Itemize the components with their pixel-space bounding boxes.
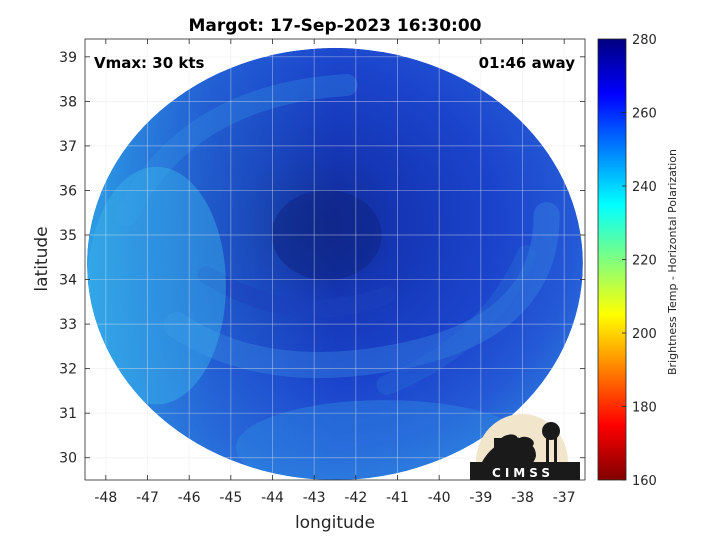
y-tick-label: 35 xyxy=(59,228,77,244)
x-tick-label: -40 xyxy=(428,490,451,506)
colorbar-ticks: 160 180 200 220 240 260 280 xyxy=(622,33,657,489)
y-tick-label: 38 xyxy=(59,94,77,110)
logo-text: CIMSS xyxy=(492,466,554,480)
colorbar-tick-label: 280 xyxy=(632,33,657,48)
chart-title: Margot: 17-Sep-2023 16:30:00 xyxy=(189,16,482,36)
grid-lines xyxy=(85,39,585,480)
axes-box xyxy=(84,38,586,481)
rain-band xyxy=(115,74,358,226)
x-tick-label: -41 xyxy=(386,490,409,506)
time-away-annotation: 01:46 away xyxy=(479,54,576,72)
y-tick-label: 36 xyxy=(59,183,77,199)
x-axis-label: longitude xyxy=(295,513,375,533)
x-tick-label: -38 xyxy=(511,490,534,506)
swath-group xyxy=(87,47,583,480)
x-tick-label: -46 xyxy=(178,490,201,506)
y-tick-label: 31 xyxy=(59,406,77,422)
x-axis: -48 -47 -46 -45 -44 -43 -42 -41 -40 -39 -38 -37 xyxy=(94,39,576,506)
vmax-annotation: Vmax: 30 kts xyxy=(94,54,204,72)
x-tick-label: -47 xyxy=(136,490,159,506)
colorbar-tick-label: 180 xyxy=(632,401,657,416)
x-tick-label: -37 xyxy=(553,490,576,506)
y-axis: 30 31 32 33 34 35 36 37 38 39 xyxy=(59,50,585,467)
rain-band xyxy=(197,266,396,318)
y-tick-label: 37 xyxy=(59,139,77,155)
x-tick-label: -43 xyxy=(303,490,326,506)
cool-edge-left xyxy=(87,166,226,405)
y-tick-label: 32 xyxy=(59,362,77,378)
rain-band xyxy=(163,202,560,378)
colorbar xyxy=(597,38,627,481)
rain-bands xyxy=(87,74,560,480)
colorbar-tick-label: 220 xyxy=(632,254,657,269)
y-tick-label: 30 xyxy=(59,451,77,467)
x-tick-label: -39 xyxy=(469,490,492,506)
x-tick-label: -44 xyxy=(261,490,284,506)
x-tick-label: -45 xyxy=(219,490,242,506)
x-tick-label: -42 xyxy=(344,490,367,506)
y-tick-label: 39 xyxy=(59,50,77,66)
cimss-logo: CIMSS xyxy=(470,414,580,480)
colorbar-tick-label: 260 xyxy=(632,107,657,122)
y-tick-label: 33 xyxy=(59,317,77,333)
colorbar-tick-label: 240 xyxy=(632,180,657,195)
rain-band xyxy=(376,245,537,395)
x-tick-label: -48 xyxy=(94,490,117,506)
colorbar-tick-label: 200 xyxy=(632,327,657,342)
colorbar-label: Brightness Temp - Horizontal Polarizatio… xyxy=(666,149,679,375)
y-axis-label: latitude xyxy=(32,226,52,291)
y-tick-label: 34 xyxy=(59,273,77,289)
colorbar-tick-label: 160 xyxy=(632,474,657,489)
